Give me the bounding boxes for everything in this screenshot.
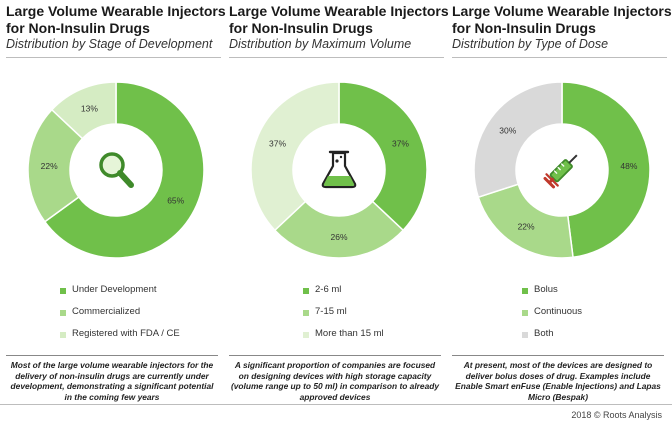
chart-title: Large Volume Wearable Injectors for Non-… bbox=[6, 3, 226, 36]
title-divider bbox=[452, 57, 667, 58]
chart-title: Large Volume Wearable Injectors for Non-… bbox=[229, 3, 449, 36]
chart-title: Large Volume Wearable Injectors for Non-… bbox=[452, 3, 672, 36]
magnifier-icon bbox=[99, 152, 134, 188]
legend-label: Commercialized bbox=[72, 306, 141, 317]
legend-swatch bbox=[303, 288, 309, 294]
legend-label: Registered with FDA / CE bbox=[72, 328, 180, 339]
legend-swatch bbox=[60, 288, 66, 294]
legend-swatch bbox=[303, 310, 309, 316]
donut-chart-volume: 37% 26% 37% bbox=[250, 81, 428, 259]
legend-swatch bbox=[60, 310, 66, 316]
donut-chart-stage: 65% 22% 13% bbox=[27, 81, 205, 259]
slice-value-label: 37% bbox=[392, 138, 409, 148]
slice-value-label: 22% bbox=[518, 222, 535, 232]
donut-slice bbox=[473, 81, 563, 199]
slice-value-label: 65% bbox=[167, 195, 184, 205]
chart-subtitle: Distribution by Maximum Volume bbox=[229, 37, 412, 51]
legend-label: 7-15 ml bbox=[315, 306, 347, 317]
slice-value-label: 26% bbox=[330, 232, 347, 242]
legend-swatch bbox=[303, 332, 309, 338]
legend-label: 2-6 ml bbox=[315, 284, 342, 295]
legend-swatch bbox=[60, 332, 66, 338]
title-divider bbox=[6, 57, 221, 58]
slice-value-label: 22% bbox=[41, 161, 58, 171]
insight-note: At present, most of the devices are desi… bbox=[455, 360, 661, 402]
legend-label: Bolus bbox=[534, 284, 558, 295]
legend-swatch bbox=[522, 310, 528, 316]
slice-value-label: 30% bbox=[499, 126, 516, 136]
legend-label: Both bbox=[534, 328, 554, 339]
insight-note: A significant proportion of companies ar… bbox=[230, 360, 440, 402]
donut-chart-dose: 48% 22% 30% bbox=[473, 81, 651, 259]
title-divider bbox=[229, 57, 444, 58]
flask-icon bbox=[321, 150, 357, 189]
slice-value-label: 37% bbox=[269, 138, 286, 148]
donut-slice bbox=[43, 81, 205, 259]
donut-slice bbox=[561, 81, 651, 259]
note-divider bbox=[452, 355, 664, 356]
chart-subtitle: Distribution by Stage of Development bbox=[6, 37, 213, 51]
slice-value-label: 48% bbox=[620, 161, 637, 171]
legend-label: Continuous bbox=[534, 306, 583, 317]
donut-slice bbox=[250, 81, 340, 232]
chart-panel-stage: Large Volume Wearable Injectors for Non-… bbox=[6, 0, 226, 425]
syringe-icon bbox=[543, 154, 578, 189]
chart-panel-volume: Large Volume Wearable Injectors for Non-… bbox=[229, 0, 449, 425]
donut-slice bbox=[273, 200, 405, 259]
slice-value-label: 13% bbox=[81, 104, 98, 114]
donut-slice bbox=[50, 81, 117, 140]
note-divider bbox=[229, 355, 441, 356]
legend-label: More than 15 ml bbox=[315, 328, 384, 339]
legend-label: Under Development bbox=[72, 284, 157, 295]
insight-note: Most of the large volume wearable inject… bbox=[10, 360, 214, 402]
chart-subtitle: Distribution by Type of Dose bbox=[452, 37, 609, 51]
chart-panel-dose: Large Volume Wearable Injectors for Non-… bbox=[452, 0, 672, 425]
footer-divider bbox=[0, 404, 672, 405]
note-divider bbox=[6, 355, 218, 356]
donut-slice bbox=[338, 81, 428, 232]
copyright-footer: 2018 © Roots Analysis bbox=[571, 410, 662, 420]
legend-swatch bbox=[522, 288, 528, 294]
legend-swatch bbox=[522, 332, 528, 338]
